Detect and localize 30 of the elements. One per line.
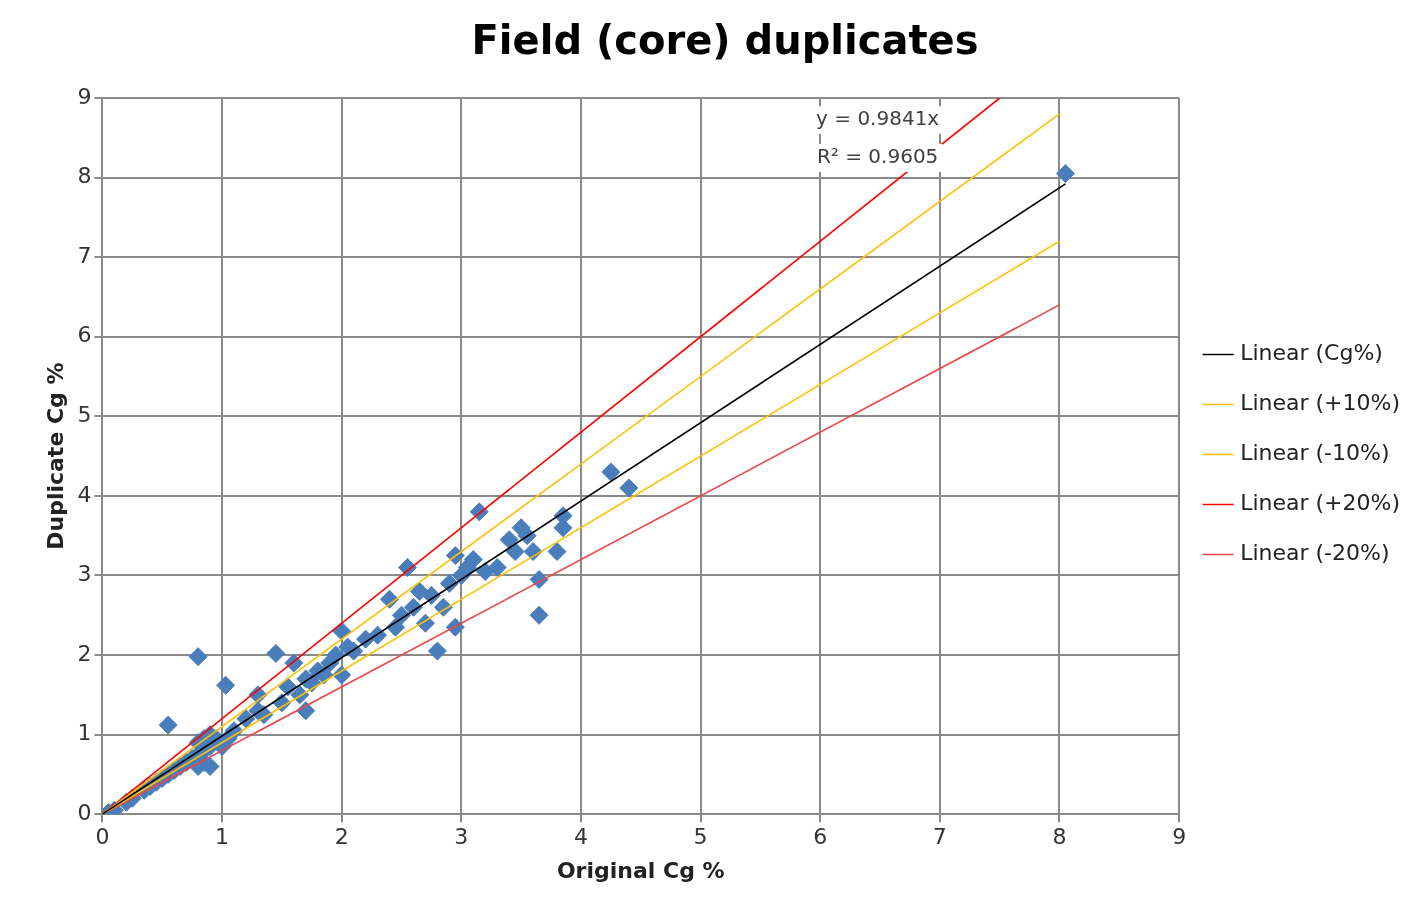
x-tick-label: 0 bbox=[95, 824, 110, 850]
chart-title: Field (core) duplicates bbox=[471, 17, 979, 64]
x-tick-label: 3 bbox=[454, 824, 469, 850]
y-tick-label: 3 bbox=[77, 561, 92, 587]
y-tick-label: 5 bbox=[77, 402, 92, 428]
x-axis-title: Original Cg % bbox=[556, 857, 725, 883]
legend-label: Linear (+10%) bbox=[1240, 390, 1401, 416]
x-tick-label: 8 bbox=[1052, 824, 1067, 850]
y-tick-label: 4 bbox=[77, 481, 92, 507]
y-axis-title: Duplicate Cg % bbox=[42, 362, 68, 550]
x-tick-label: 9 bbox=[1172, 824, 1187, 850]
y-tick-label: 7 bbox=[77, 242, 92, 268]
y-tick-label: 8 bbox=[77, 163, 92, 189]
y-tick-label: 0 bbox=[77, 799, 92, 825]
y-tick-label: 2 bbox=[77, 640, 92, 666]
x-tick-label: 5 bbox=[693, 824, 708, 850]
legend-label: Linear (+20%) bbox=[1240, 490, 1401, 516]
x-tick-label: 4 bbox=[573, 824, 588, 850]
annotation: y = 0.9841x bbox=[816, 106, 940, 131]
x-tick-label: 2 bbox=[334, 824, 349, 850]
y-tick-label: 9 bbox=[77, 83, 92, 109]
legend-label: Linear (Cg%) bbox=[1240, 340, 1383, 366]
legend-label: Linear (-10%) bbox=[1240, 440, 1390, 466]
y-tick-label: 1 bbox=[77, 720, 92, 746]
annotation: R² = 0.9605 bbox=[816, 144, 939, 169]
x-tick-label: 7 bbox=[932, 824, 947, 850]
x-tick-label: 1 bbox=[215, 824, 230, 850]
legend-label: Linear (-20%) bbox=[1240, 540, 1390, 566]
x-tick-label: 6 bbox=[813, 824, 828, 850]
y-tick-label: 6 bbox=[77, 322, 92, 348]
